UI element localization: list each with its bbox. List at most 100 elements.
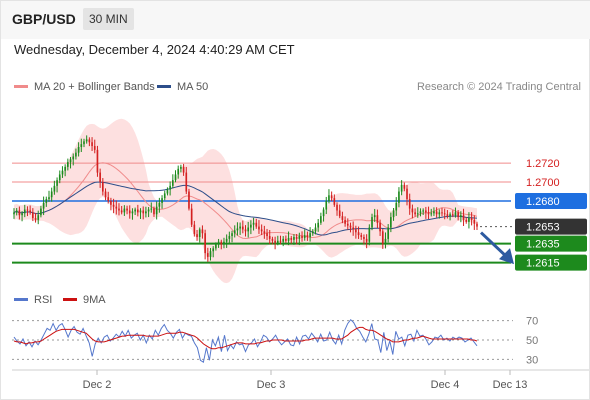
current-price-label: 1.2653 — [526, 222, 560, 234]
candle-body — [357, 232, 360, 236]
candle-body — [150, 208, 153, 210]
candles — [13, 135, 478, 262]
candle-body — [295, 237, 298, 239]
candle-body — [26, 209, 29, 211]
candle-body — [263, 231, 266, 234]
candle-body — [390, 217, 392, 228]
candle-body — [56, 180, 58, 186]
bollinger-band — [14, 118, 477, 284]
level-label-1.2720: 1.2720 — [526, 158, 560, 170]
header-bar: GBP/USD 30 MIN — [1, 1, 590, 39]
candle-body — [301, 236, 303, 238]
candle-body — [42, 202, 45, 209]
rsi-line — [13, 318, 478, 364]
candle-body — [241, 226, 244, 230]
level-label-1.2615: 1.2615 — [526, 258, 560, 270]
legend-swatch-9ma — [63, 298, 77, 301]
forecast-arrow-shaft — [479, 231, 508, 258]
candle-body — [274, 240, 276, 243]
timeframe-badge[interactable]: 30 MIN — [83, 8, 134, 30]
candle-body — [303, 235, 306, 238]
candle-body — [155, 206, 158, 215]
candle-body — [53, 185, 56, 192]
candle-body — [34, 218, 37, 220]
candle-body — [136, 209, 139, 213]
x-tick-label-1: Dec 3 — [257, 379, 286, 391]
current-price-tag — [515, 218, 587, 235]
candle-body — [406, 188, 408, 200]
candle-body — [425, 210, 427, 213]
candle-body — [21, 213, 23, 216]
candle-body — [411, 208, 414, 213]
candle-body — [311, 231, 314, 234]
candle-body — [314, 227, 317, 232]
candle-body — [250, 224, 252, 228]
candle-body — [13, 212, 15, 215]
candle-body — [338, 210, 341, 217]
legend-swatch-ma50 — [157, 85, 171, 88]
candle-body — [473, 219, 476, 224]
candle-body — [454, 212, 457, 216]
candle-body — [465, 219, 468, 222]
candle-body — [271, 238, 274, 241]
candle-body — [88, 139, 91, 143]
candle-body — [414, 212, 416, 215]
candle-body — [435, 211, 438, 215]
candle-body — [212, 248, 215, 252]
candle-body — [190, 208, 193, 225]
candle-body — [107, 197, 110, 201]
candle-body — [355, 229, 357, 233]
candle-body — [330, 195, 333, 199]
candle-body — [142, 210, 145, 214]
candle-body — [443, 213, 446, 215]
candle-body — [379, 222, 381, 232]
candle-body — [244, 229, 247, 232]
rsi-panel: 70 50 30 — [12, 316, 538, 366]
candle-body — [161, 198, 163, 203]
candle-body — [290, 237, 293, 240]
candle-body — [449, 214, 451, 217]
bollinger-band-area — [14, 118, 477, 284]
candle-body — [220, 241, 223, 245]
candle-body — [101, 182, 104, 192]
candle-body — [61, 170, 64, 175]
candle-body — [228, 236, 231, 239]
candle-body — [371, 217, 373, 228]
candle-body — [193, 224, 196, 235]
candle-body — [395, 202, 398, 211]
moving-averages — [13, 162, 478, 240]
candle-body — [185, 172, 188, 192]
level-labels: 1.2720 1.2700 1.2680 1.2635 1.2615 1.2653 — [515, 158, 587, 271]
candle-body — [67, 162, 69, 167]
candle-body — [177, 168, 180, 175]
legend-9ma-label: 9MA — [83, 294, 106, 306]
candle-body — [468, 218, 470, 222]
candle-body — [252, 222, 255, 225]
candle-body — [430, 213, 433, 215]
candle-body — [215, 244, 217, 249]
candle-body — [50, 191, 53, 198]
credit-label: Research © 2024 Trading Central — [417, 81, 581, 93]
candle-body — [247, 227, 250, 232]
level-label-1.2680: 1.2680 — [526, 196, 560, 208]
candle-body — [169, 185, 171, 190]
candle-body — [85, 139, 88, 142]
candle-body — [32, 212, 34, 219]
candle-body — [158, 202, 161, 207]
candle-body — [279, 240, 282, 242]
candle-body — [387, 227, 390, 239]
candle-body — [225, 238, 228, 242]
candle-body — [239, 226, 241, 229]
candle-body — [77, 147, 80, 153]
candle-body — [293, 237, 295, 240]
candle-body — [64, 166, 66, 171]
candle-body — [416, 213, 419, 215]
candle-body — [276, 240, 279, 243]
candle-body — [91, 142, 93, 147]
candle-body — [29, 210, 31, 213]
candle-body — [400, 184, 403, 192]
legend-ma20-label: MA 20 + Bollinger Bands — [34, 81, 155, 93]
candle-body — [123, 208, 126, 213]
